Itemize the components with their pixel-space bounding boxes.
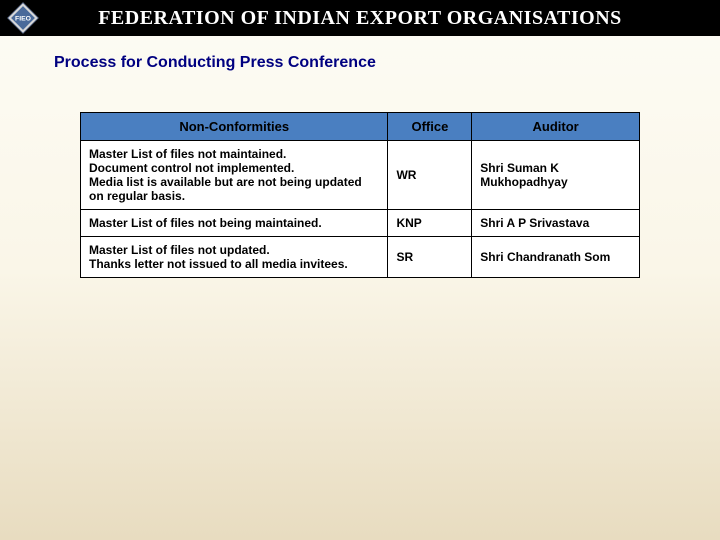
- title-bar: FIEO FEDERATION OF INDIAN EXPORT ORGANIS…: [0, 0, 720, 36]
- cell-auditor: Shri A P Srivastava: [472, 210, 640, 237]
- cell-nonconformities: Master List of files not maintained.Docu…: [81, 141, 388, 210]
- col-header-nonconformities: Non-Conformities: [81, 113, 388, 141]
- cell-auditor: Shri Suman K Mukhopadhyay: [472, 141, 640, 210]
- svg-text:FIEO: FIEO: [15, 16, 31, 23]
- table-header-row: Non-Conformities Office Auditor: [81, 113, 640, 141]
- nc-line: Master List of files not maintained.: [89, 147, 379, 161]
- cell-office: SR: [388, 237, 472, 278]
- cell-nonconformities: Master List of files not being maintaine…: [81, 210, 388, 237]
- nc-line: Master List of files not being maintaine…: [89, 216, 379, 230]
- col-header-office: Office: [388, 113, 472, 141]
- nc-line: Media list is available but are not bein…: [89, 175, 379, 203]
- table-row: Master List of files not updated.Thanks …: [81, 237, 640, 278]
- cell-nonconformities: Master List of files not updated.Thanks …: [81, 237, 388, 278]
- table-row: Master List of files not maintained.Docu…: [81, 141, 640, 210]
- nc-line: Master List of files not updated.: [89, 243, 379, 257]
- subtitle: Process for Conducting Press Conference: [54, 54, 720, 72]
- cell-auditor: Shri Chandranath Som: [472, 237, 640, 278]
- nonconformities-table: Non-Conformities Office Auditor Master L…: [80, 112, 640, 278]
- cell-office: WR: [388, 141, 472, 210]
- nonconformities-table-wrap: Non-Conformities Office Auditor Master L…: [80, 112, 640, 278]
- col-header-auditor: Auditor: [472, 113, 640, 141]
- fieo-logo-icon: FIEO: [6, 1, 40, 35]
- table-row: Master List of files not being maintaine…: [81, 210, 640, 237]
- page-title: FEDERATION OF INDIAN EXPORT ORGANISATION…: [40, 7, 720, 30]
- nc-line: Document control not implemented.: [89, 161, 379, 175]
- cell-office: KNP: [388, 210, 472, 237]
- nc-line: Thanks letter not issued to all media in…: [89, 257, 379, 271]
